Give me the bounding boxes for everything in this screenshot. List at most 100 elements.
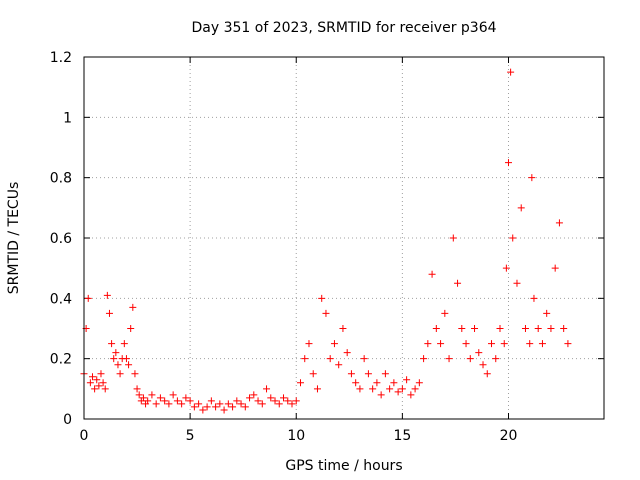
y-tick-label: 0.4	[50, 291, 72, 307]
data-point	[216, 400, 224, 408]
data-point	[254, 397, 262, 405]
data-point	[129, 303, 137, 311]
data-point	[326, 355, 334, 363]
data-point	[108, 340, 116, 348]
data-point	[502, 264, 510, 272]
data-point	[479, 361, 487, 369]
data-point	[156, 394, 164, 402]
data-point	[504, 159, 512, 167]
x-tick-label: 15	[393, 428, 411, 444]
data-point	[233, 397, 241, 405]
data-point	[483, 370, 491, 378]
data-point	[360, 355, 368, 363]
data-point	[237, 400, 245, 408]
data-point	[488, 340, 496, 348]
data-point	[86, 379, 94, 387]
grid-lines	[84, 57, 604, 419]
y-tick-label: 1	[63, 110, 72, 126]
data-point	[182, 394, 190, 402]
data-point	[229, 403, 237, 411]
data-point	[500, 340, 508, 348]
data-point	[305, 340, 313, 348]
y-axis-title: SRMTID / TECUs	[6, 182, 22, 295]
data-point	[339, 325, 347, 332]
data-point	[377, 391, 385, 399]
data-point	[526, 340, 534, 348]
data-point	[103, 291, 111, 299]
data-point	[139, 394, 147, 402]
data-points	[80, 68, 572, 414]
data-point	[220, 406, 228, 414]
data-point	[330, 340, 338, 348]
data-point	[292, 397, 300, 405]
data-point	[203, 403, 211, 411]
data-point	[284, 397, 292, 405]
data-point	[551, 264, 559, 272]
data-point	[148, 391, 156, 399]
data-point	[288, 400, 296, 408]
data-point	[152, 400, 160, 408]
y-tick-label: 0.2	[50, 352, 72, 368]
data-point	[88, 373, 96, 381]
data-point	[258, 400, 266, 408]
data-point	[110, 355, 118, 363]
y-tick-label: 1.2	[50, 50, 72, 66]
x-tick-label: 10	[287, 428, 305, 444]
data-point	[411, 385, 419, 393]
data-point	[471, 325, 479, 332]
data-point	[97, 370, 105, 378]
data-point	[280, 394, 288, 402]
data-point	[165, 400, 173, 408]
data-point	[381, 370, 389, 378]
data-point	[449, 234, 457, 242]
data-point	[169, 391, 177, 399]
data-point	[271, 397, 279, 405]
data-point	[101, 385, 109, 393]
data-point	[95, 382, 103, 390]
data-point	[407, 391, 415, 399]
data-point	[212, 403, 220, 411]
y-tick-label: 0.6	[50, 231, 72, 247]
data-point	[296, 379, 304, 387]
data-point	[458, 325, 466, 332]
data-point	[224, 400, 232, 408]
data-point	[560, 325, 568, 332]
y-tick-label: 0.8	[50, 171, 72, 187]
data-point	[114, 361, 122, 369]
data-point	[386, 385, 394, 393]
data-point	[517, 204, 525, 212]
data-point	[199, 406, 207, 414]
data-point	[322, 309, 330, 317]
x-tick-label: 20	[500, 428, 518, 444]
data-point	[507, 68, 515, 76]
data-point	[441, 309, 449, 317]
x-tick-label: 5	[186, 428, 195, 444]
data-point	[496, 325, 504, 332]
data-point	[84, 294, 92, 302]
data-point	[318, 294, 326, 302]
data-point	[131, 370, 139, 378]
data-point	[250, 391, 258, 399]
data-point	[116, 370, 124, 378]
data-point	[313, 385, 321, 393]
data-point	[398, 385, 406, 393]
data-point	[528, 174, 536, 182]
data-point	[335, 361, 343, 369]
data-point	[475, 349, 483, 357]
data-point	[275, 400, 283, 408]
data-point	[112, 349, 120, 357]
chart-title: Day 351 of 2023, SRMTID for receiver p36…	[191, 20, 496, 36]
data-point	[462, 340, 470, 348]
data-point	[105, 309, 113, 317]
data-point	[538, 340, 546, 348]
x-axis-title: GPS time / hours	[285, 458, 402, 474]
y-tick-label: 0	[63, 412, 72, 428]
data-point	[492, 355, 500, 363]
data-point	[144, 397, 152, 405]
data-point	[466, 355, 474, 363]
data-point	[343, 349, 351, 357]
data-point	[161, 397, 169, 405]
data-point	[403, 376, 411, 384]
data-point	[555, 219, 563, 227]
